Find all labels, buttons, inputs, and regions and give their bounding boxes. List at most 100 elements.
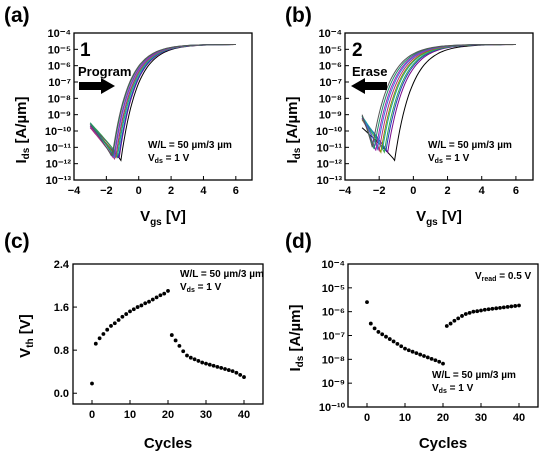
vth-point xyxy=(135,305,140,309)
ids-point xyxy=(441,361,445,366)
x-tick-label: −2 xyxy=(100,185,113,197)
y-tick-label: 10⁻⁶ xyxy=(319,61,342,73)
y-tick-label: 10⁻⁶ xyxy=(322,307,345,319)
ids-point xyxy=(479,308,483,313)
y-tick-label: 10⁻¹³ xyxy=(46,175,72,187)
plot-frame-a xyxy=(73,32,253,181)
y-tick-label: 10⁻⁴ xyxy=(48,28,71,40)
y-tick-label: 10⁻⁹ xyxy=(319,110,342,122)
x-tick-label: 4 xyxy=(479,185,486,197)
vth-point xyxy=(131,307,136,312)
transfer-curve-4 xyxy=(361,44,516,151)
vth-point xyxy=(230,369,235,374)
vth-point xyxy=(97,336,102,341)
ids-point xyxy=(486,307,491,312)
y-tick-label: 10⁻¹² xyxy=(317,159,343,171)
x-tick-label: 30 xyxy=(475,412,487,424)
transfer-curve-3 xyxy=(89,44,236,157)
program-label: Program xyxy=(78,64,131,79)
curves-a xyxy=(89,44,236,162)
x-tick-label: 0 xyxy=(364,412,370,424)
vds-annotation-a: Vds = 1 V xyxy=(148,153,190,165)
ids-point xyxy=(517,303,521,308)
wl-annotation-c: W/L = 50 µm/3 µm xyxy=(180,269,264,280)
x-tick-label: 30 xyxy=(200,409,212,421)
ticks-c: 0 10 20 30 40 0.0 0.8 1.6 2.4 xyxy=(54,259,250,421)
ids-point xyxy=(429,356,434,361)
x-tick-label: 6 xyxy=(513,185,519,197)
erase-arrow-icon xyxy=(351,78,387,94)
y-tick-label: 10⁻¹³ xyxy=(317,175,343,187)
vth-point xyxy=(101,332,106,336)
y-axis-label-b: Ids [A/µm] xyxy=(284,97,303,164)
vth-point xyxy=(158,293,163,298)
x-axis-label-a: Vgs [V] xyxy=(140,208,186,228)
ids-point xyxy=(452,318,457,323)
y-tick-label: 10⁻⁷ xyxy=(319,77,342,89)
ids-point xyxy=(456,316,461,321)
vth-point xyxy=(112,321,117,326)
panel-b: (b) −4 −2 0 2 4 6 10⁻¹³ 10⁻¹² 10⁻¹¹ 10⁻¹⁰ 10⁻⁹ 10⁻⁸… xyxy=(284,4,534,228)
ids-point xyxy=(418,352,423,357)
y-axis-label-d: Ids [A/µm] xyxy=(287,305,306,372)
wl-annotation-a: W/L = 50 µm/3 µm xyxy=(148,140,232,151)
vth-point xyxy=(215,364,220,369)
ids-point xyxy=(380,332,385,337)
vth-point xyxy=(181,349,186,354)
ids-point xyxy=(387,337,392,341)
ids-point xyxy=(372,326,377,331)
vth-point xyxy=(150,297,155,302)
x-tick-label: 0 xyxy=(89,409,95,421)
panel-c: (c) 0 10 20 30 40 0.0 0.8 1.6 2.4 W/L = 50 µm/3 … xyxy=(4,230,264,452)
plot-frame-c xyxy=(72,263,264,405)
y-tick-label: 10⁻¹¹ xyxy=(317,142,343,154)
vth-point xyxy=(105,327,110,332)
y-tick-label: 10⁻¹¹ xyxy=(46,142,72,154)
x-tick-label: 2 xyxy=(168,185,174,197)
number-label-b: 2 xyxy=(352,40,363,61)
vds-annotation-c: Vds = 1 V xyxy=(180,282,222,294)
ids-point xyxy=(482,307,487,312)
ids-point xyxy=(433,358,438,363)
plot-frame-d xyxy=(347,263,539,408)
ids-point xyxy=(406,348,411,353)
curves-b xyxy=(361,44,516,162)
vth-point xyxy=(207,362,212,367)
ids-point xyxy=(425,355,430,360)
vth-point xyxy=(204,361,208,366)
ids-point xyxy=(505,305,510,309)
ticks-d: 0 10 20 30 40 10⁻¹⁰ 10⁻⁹ 10⁻⁸ 10⁻⁷ 10⁻⁶ 10⁻⁵ 10⁻⁴ xyxy=(319,259,525,424)
ids-point xyxy=(422,354,426,358)
ids-point xyxy=(399,344,404,349)
vth-point xyxy=(234,370,239,375)
y-tick-label: 10⁻⁵ xyxy=(322,283,345,295)
ids-point xyxy=(410,349,415,354)
plot-frame-b xyxy=(344,32,534,181)
vth-point xyxy=(173,338,178,343)
x-axis-label-d: Cycles xyxy=(419,435,467,452)
y-tick-label: 10⁻⁷ xyxy=(322,331,345,343)
x-tick-label: 20 xyxy=(437,412,449,424)
erase-label: Erase xyxy=(352,64,387,79)
y-axis-label-a: Ids [A/µm] xyxy=(13,97,32,164)
y-tick-label: 10⁻⁸ xyxy=(48,93,71,105)
y-tick-label: 1.6 xyxy=(54,302,69,314)
y-tick-label: 10⁻⁶ xyxy=(48,61,71,73)
vth-point xyxy=(242,375,246,379)
vth-point xyxy=(162,291,167,296)
ids-point xyxy=(444,324,449,328)
ids-point xyxy=(376,330,381,334)
vth-point xyxy=(109,324,113,328)
points-c xyxy=(90,289,246,386)
ids-point xyxy=(391,339,396,344)
vth-point xyxy=(200,360,205,365)
vds-annotation-b: Vds = 1 V xyxy=(428,153,470,165)
panel-label-c: (c) xyxy=(4,230,30,253)
x-tick-label: 0 xyxy=(410,185,416,197)
x-tick-label: −4 xyxy=(339,185,352,197)
y-tick-label: 2.4 xyxy=(54,259,70,271)
panel-label-d: (d) xyxy=(285,230,312,253)
vth-point xyxy=(192,357,197,362)
x-tick-label: −4 xyxy=(68,185,81,197)
vth-point xyxy=(120,314,125,319)
